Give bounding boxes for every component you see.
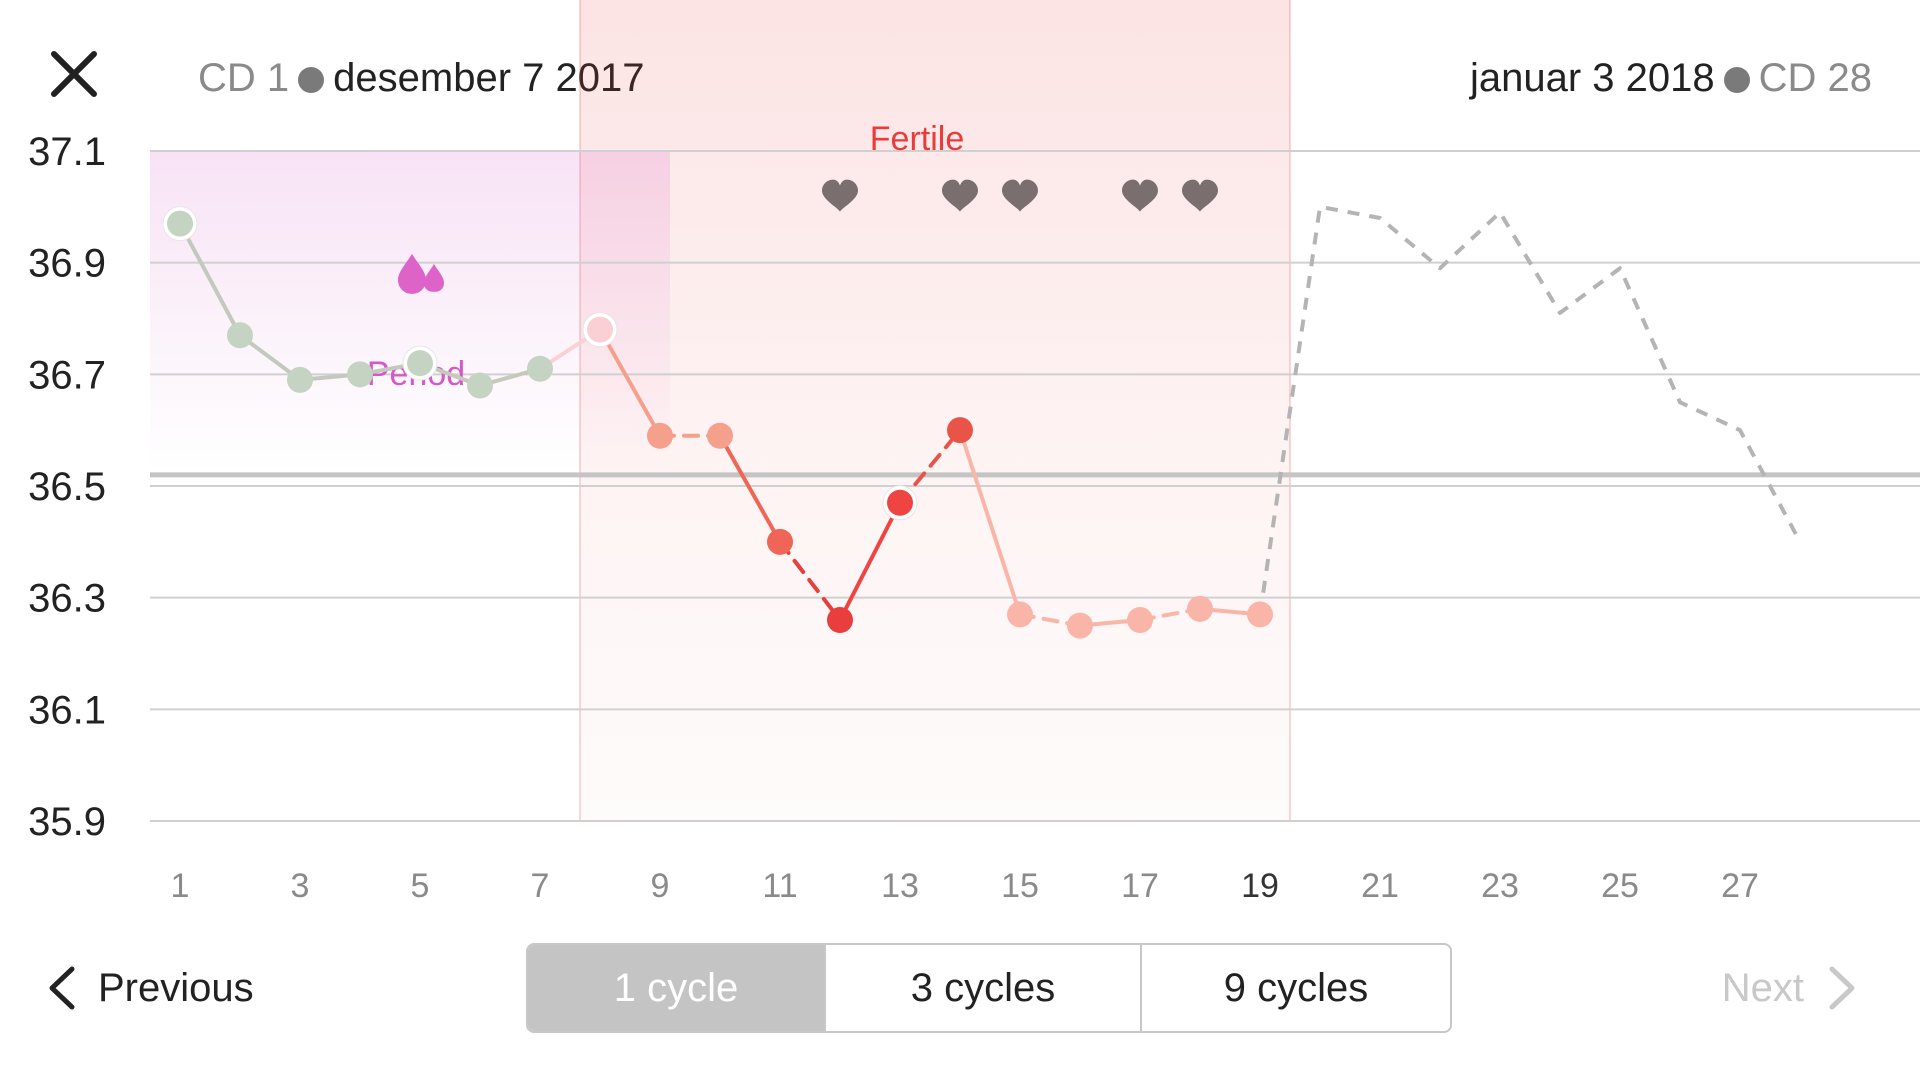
temperature-line-segment (598, 327, 662, 438)
chevron-right-icon (1829, 966, 1855, 1010)
temperature-point (407, 350, 433, 377)
x-tick-label: 27 (1721, 867, 1759, 905)
fertile-window-region (580, 0, 1290, 821)
temperature-point (287, 366, 313, 393)
temperature-point (467, 372, 493, 399)
temperature-line-segment (778, 539, 842, 622)
temperature-line-segment (838, 500, 902, 622)
end-cycle-day: CD 28 (1758, 56, 1872, 100)
close-button[interactable] (44, 44, 104, 104)
temperature-point (827, 607, 853, 633)
start-cycle-day: CD 1 (198, 56, 290, 100)
next-button[interactable]: Next (1722, 958, 1860, 1018)
x-tick-label: 3 (291, 867, 310, 905)
previous-label: Previous (98, 965, 254, 1010)
heart-icon (822, 179, 858, 212)
temperature-point (1187, 595, 1213, 622)
temperature-point (1007, 601, 1033, 628)
chevron-left-icon (49, 966, 75, 1010)
x-tick-label: 15 (1001, 867, 1039, 905)
y-tick-label: 35.9 (28, 800, 106, 844)
temperature-point (887, 489, 913, 516)
temperature-point (1247, 601, 1273, 628)
temperature-point (647, 422, 673, 449)
separator-dot-icon (298, 67, 325, 93)
x-tick-label: 13 (881, 867, 919, 905)
drop-icon (398, 253, 426, 294)
x-tick-label: 5 (411, 867, 430, 905)
cycle-end-label: januar 3 2018 CD 28 (1470, 50, 1872, 106)
end-date: januar 3 2018 (1469, 56, 1715, 100)
prediction-line (1258, 204, 1802, 615)
separator-dot-icon (1723, 67, 1750, 93)
temperature-point (227, 322, 253, 349)
x-tick-label: 25 (1601, 867, 1639, 905)
temperature-point (587, 316, 613, 343)
y-tick-label: 36.9 (28, 242, 106, 286)
temperature-point (1067, 612, 1093, 639)
x-tick-label: 19 (1241, 867, 1279, 905)
temperature-point (527, 355, 553, 382)
heart-icon (1002, 179, 1038, 212)
x-tick-label: 1 (171, 867, 190, 905)
range-option-3-cycles[interactable]: 3 cycles (824, 945, 1140, 1031)
y-tick-label: 36.1 (28, 688, 106, 732)
x-tick-label: 11 (762, 867, 797, 905)
x-tick-label: 21 (1361, 867, 1399, 905)
previous-button[interactable]: Previous (44, 958, 254, 1018)
cycle-range-selector: 1 cycle 3 cycles 9 cycles (526, 943, 1452, 1033)
x-tick-label: 7 (531, 867, 550, 905)
range-option-1-cycle[interactable]: 1 cycle (528, 945, 824, 1031)
y-tick-label: 36.7 (28, 353, 106, 397)
temperature-line-segment (178, 221, 242, 338)
y-tick-label: 36.3 (28, 577, 106, 621)
temperature-point (947, 417, 973, 444)
x-tick-label: 17 (1121, 867, 1159, 905)
temperature-point (347, 361, 373, 388)
temperature-point (1127, 607, 1153, 633)
temperature-point (707, 422, 733, 449)
range-option-9-cycles[interactable]: 9 cycles (1140, 945, 1450, 1031)
temperature-point (167, 210, 193, 237)
heart-icon (1122, 179, 1158, 212)
period-region (150, 151, 670, 471)
temperature-point (767, 528, 793, 555)
y-tick-label: 37.1 (28, 130, 106, 174)
drop-icon (424, 263, 444, 292)
x-tick-label: 9 (651, 867, 670, 905)
fertile-label: Fertile (870, 120, 964, 158)
heart-icon (942, 179, 978, 212)
heart-icon (1182, 179, 1218, 212)
temperature-line-segment (718, 433, 782, 544)
next-label: Next (1721, 965, 1804, 1010)
x-tick-label: 23 (1481, 867, 1519, 905)
y-tick-label: 36.5 (28, 465, 106, 509)
temperature-line-segment (958, 428, 1022, 617)
close-icon (51, 51, 97, 97)
